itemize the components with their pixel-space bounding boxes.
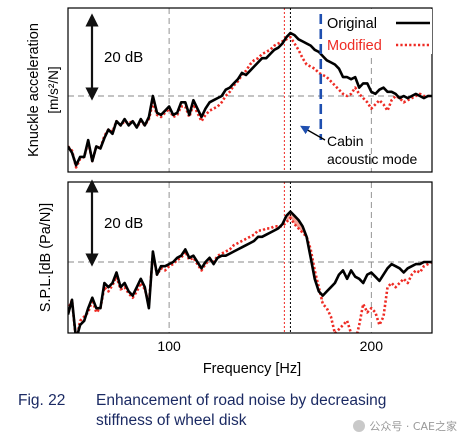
series-line-original [68,210,432,333]
panel-spl: 20 dB S.P.L.[dB (Pa/N)] [38,179,433,334]
plot-frame [67,181,433,334]
figure-caption: Fig. 22 Enhancement of road noise by decr… [18,391,458,431]
y-axis-label: S.P.L.[dB (Pa/N)] [38,203,54,312]
annotation-line-2: acoustic mode [327,151,417,167]
caption-line-2: stiffness of wheel disk [96,412,247,429]
x-tick-label-100: 100 [157,338,181,354]
caption-line-1: Enhancement of road noise by decreasing [96,392,387,409]
chart-svg: 20 dB Knuckle acceleration [m/s²/N] 20 dB S.… [26,7,433,377]
scale-bar-label: 20 dB [104,215,143,232]
scale-bar-label: 20 dB [104,49,143,66]
x-tick-label-200: 200 [360,338,384,354]
y-axis-label: Knuckle acceleration [26,23,42,157]
watermark: 公众号 · CAE之家 [353,418,457,434]
wechat-logo-icon [353,420,366,432]
x-axis-label: Frequency [Hz] [203,361,301,377]
plot-frame [67,7,433,173]
legend-entry-original: Original [327,16,377,32]
y-axis-unit: [m/s²/N] [46,66,61,113]
legend-box [324,9,432,54]
series-line-modified [68,216,432,333]
series-line-modified [68,35,432,169]
watermark-text: 公众号 · CAE之家 [369,420,457,433]
panel-knuckle-acceleration: 20 dB Knuckle acceleration [m/s²/N] [26,7,433,173]
annotation-line-1: Cabin [327,133,364,149]
caption-number: Fig. 22 [18,392,66,409]
legend-entry-modified: Modified [327,38,382,54]
series-line-original [68,31,432,167]
legend: Original Modified [324,9,432,54]
annotation-arrow-icon [300,125,326,141]
